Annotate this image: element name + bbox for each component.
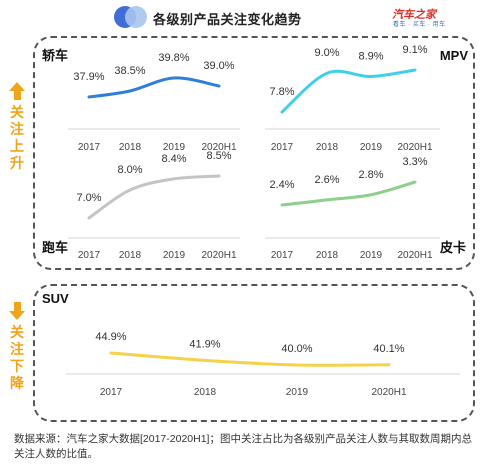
sports-tick-label: 2020H1 xyxy=(201,250,236,261)
mpv-data-label: 7.8% xyxy=(269,86,294,98)
suv-series-line xyxy=(109,351,391,367)
logo-text: 汽车之家 xyxy=(392,9,436,21)
mpv-data-label: 9.1% xyxy=(402,44,427,56)
pickup-tick-label: 2018 xyxy=(316,250,339,261)
brand-logo: 汽车之家 看车 · 买车 · 用车 xyxy=(392,6,472,30)
sedan-chart-title: 轿车 xyxy=(42,48,68,63)
arrow-up-icon xyxy=(9,82,25,91)
sedan-data-label: 39.0% xyxy=(203,60,234,72)
falling-panel xyxy=(33,284,475,422)
sports-tick-label: 2018 xyxy=(119,250,142,261)
sports-data-label: 8.4% xyxy=(161,153,186,165)
sports-chart-title: 跑车 xyxy=(42,240,68,255)
mpv-tick-label: 2018 xyxy=(316,142,339,153)
suv-data-label: 41.9% xyxy=(189,338,220,350)
sports-data-label: 7.0% xyxy=(76,192,101,204)
suv-data-label: 40.0% xyxy=(281,343,312,355)
pickup-series-line xyxy=(280,180,417,207)
pickup-tick-label: 2020H1 xyxy=(397,250,432,261)
pickup-data-label: 2.4% xyxy=(269,179,294,191)
sedan-data-label: 39.8% xyxy=(158,52,189,64)
mpv-data-label: 8.9% xyxy=(358,50,383,62)
mpv-chart-title: MPV xyxy=(440,48,469,63)
rising-panel xyxy=(33,36,475,270)
mpv-tick-label: 2019 xyxy=(360,142,383,153)
sedan-series-line xyxy=(87,76,221,99)
sports-series-line xyxy=(87,174,221,220)
sedan-data-label: 37.9% xyxy=(73,71,104,83)
attention-down-text: 关注下降 xyxy=(10,324,24,391)
mpv-tick-label: 2020H1 xyxy=(397,142,432,153)
mpv-series-line xyxy=(280,68,417,114)
sports-data-label: 8.0% xyxy=(117,164,142,176)
page-title: 各级别产品关注变化趋势 xyxy=(153,12,302,27)
title-decoration-icon xyxy=(114,4,148,30)
arrow-down-icon xyxy=(9,311,25,320)
logo-subtext: 看车 · 买车 · 用车 xyxy=(393,22,446,28)
sedan-tick-label: 2020H1 xyxy=(201,142,236,153)
suv-data-label: 44.9% xyxy=(95,331,126,343)
attention-up-text: 关注上升 xyxy=(10,104,24,171)
suv-chart-title: SUV xyxy=(42,291,69,306)
pickup-data-label: 3.3% xyxy=(402,156,427,168)
attention-up-label: 关注上升 xyxy=(6,82,28,172)
sedan-tick-label: 2017 xyxy=(78,142,101,153)
pickup-data-label: 2.8% xyxy=(358,169,383,181)
pickup-tick-label: 2019 xyxy=(360,250,383,261)
footnote: 数据来源：汽车之家大数据[2017-2020H1]；图中关注占比为各级别产品关注… xyxy=(14,433,472,460)
sports-tick-label: 2017 xyxy=(78,250,101,261)
suv-tick-label: 2019 xyxy=(286,387,309,398)
suv-tick-label: 2017 xyxy=(100,387,123,398)
mpv-tick-label: 2017 xyxy=(271,142,294,153)
pickup-data-label: 2.6% xyxy=(314,174,339,186)
suv-data-label: 40.1% xyxy=(373,343,404,355)
pickup-tick-label: 2017 xyxy=(271,250,294,261)
suv-tick-label: 2018 xyxy=(194,387,217,398)
header: 各级别产品关注变化趋势 汽车之家 看车 · 买车 · 用车 xyxy=(0,0,480,34)
sedan-tick-label: 2019 xyxy=(163,142,186,153)
sedan-data-label: 38.5% xyxy=(114,65,145,77)
suv-tick-label: 2020H1 xyxy=(371,387,406,398)
pickup-chart-title: 皮卡 xyxy=(439,240,466,255)
sports-data-label: 8.5% xyxy=(206,150,231,162)
mpv-data-label: 9.0% xyxy=(314,47,339,59)
sedan-tick-label: 2018 xyxy=(119,142,142,153)
sports-tick-label: 2019 xyxy=(163,250,186,261)
attention-down-label: 关注下降 xyxy=(6,302,28,392)
